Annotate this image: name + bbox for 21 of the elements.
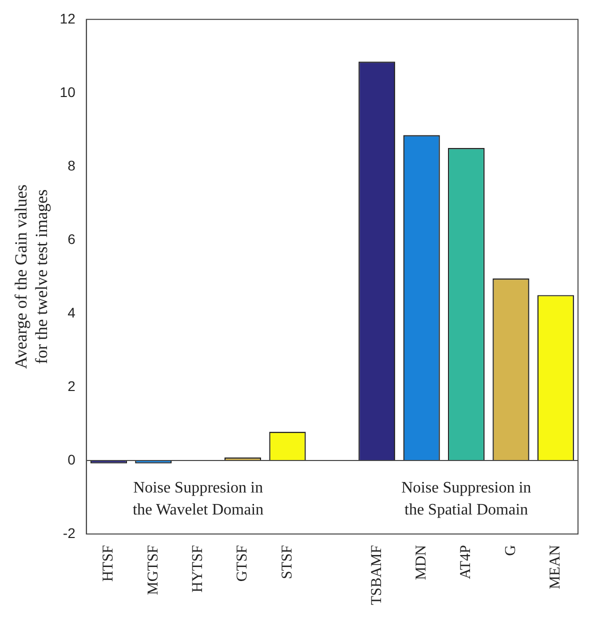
x-tick-label: AT4P <box>458 544 474 580</box>
y-axis-title: Avearge of the Gain values for the twelve test images <box>12 184 52 369</box>
y-tick-label: 6 <box>68 230 76 247</box>
annotation: Noise Suppresion in the Wavelet Domain <box>132 480 264 519</box>
y-tick-label: 4 <box>68 304 76 320</box>
x-tick-label: MGTSF <box>145 544 162 596</box>
y-tick-label: 0 <box>68 451 76 468</box>
x-tick-label: G <box>502 544 519 556</box>
x-tick-label: STSF <box>279 544 296 580</box>
x-tick-label: MEAN <box>548 544 564 590</box>
annotation: Noise Suppresion in the Spatial Domain <box>401 480 532 519</box>
y-tick-label: 10 <box>60 84 76 100</box>
x-tick-label: GTSF <box>234 544 251 582</box>
x-tick-label: HYTSF <box>190 544 206 592</box>
x-tick-label: HTSF <box>100 544 117 582</box>
y-tick-label: 8 <box>68 157 76 174</box>
y-tick-label: 2 <box>68 378 76 394</box>
y-tick-label: 12 <box>60 10 76 26</box>
x-tick-label: TSBAMF <box>368 544 385 606</box>
x-tick-label: MDN <box>414 544 430 580</box>
y-tick-label: -2 <box>62 524 76 541</box>
